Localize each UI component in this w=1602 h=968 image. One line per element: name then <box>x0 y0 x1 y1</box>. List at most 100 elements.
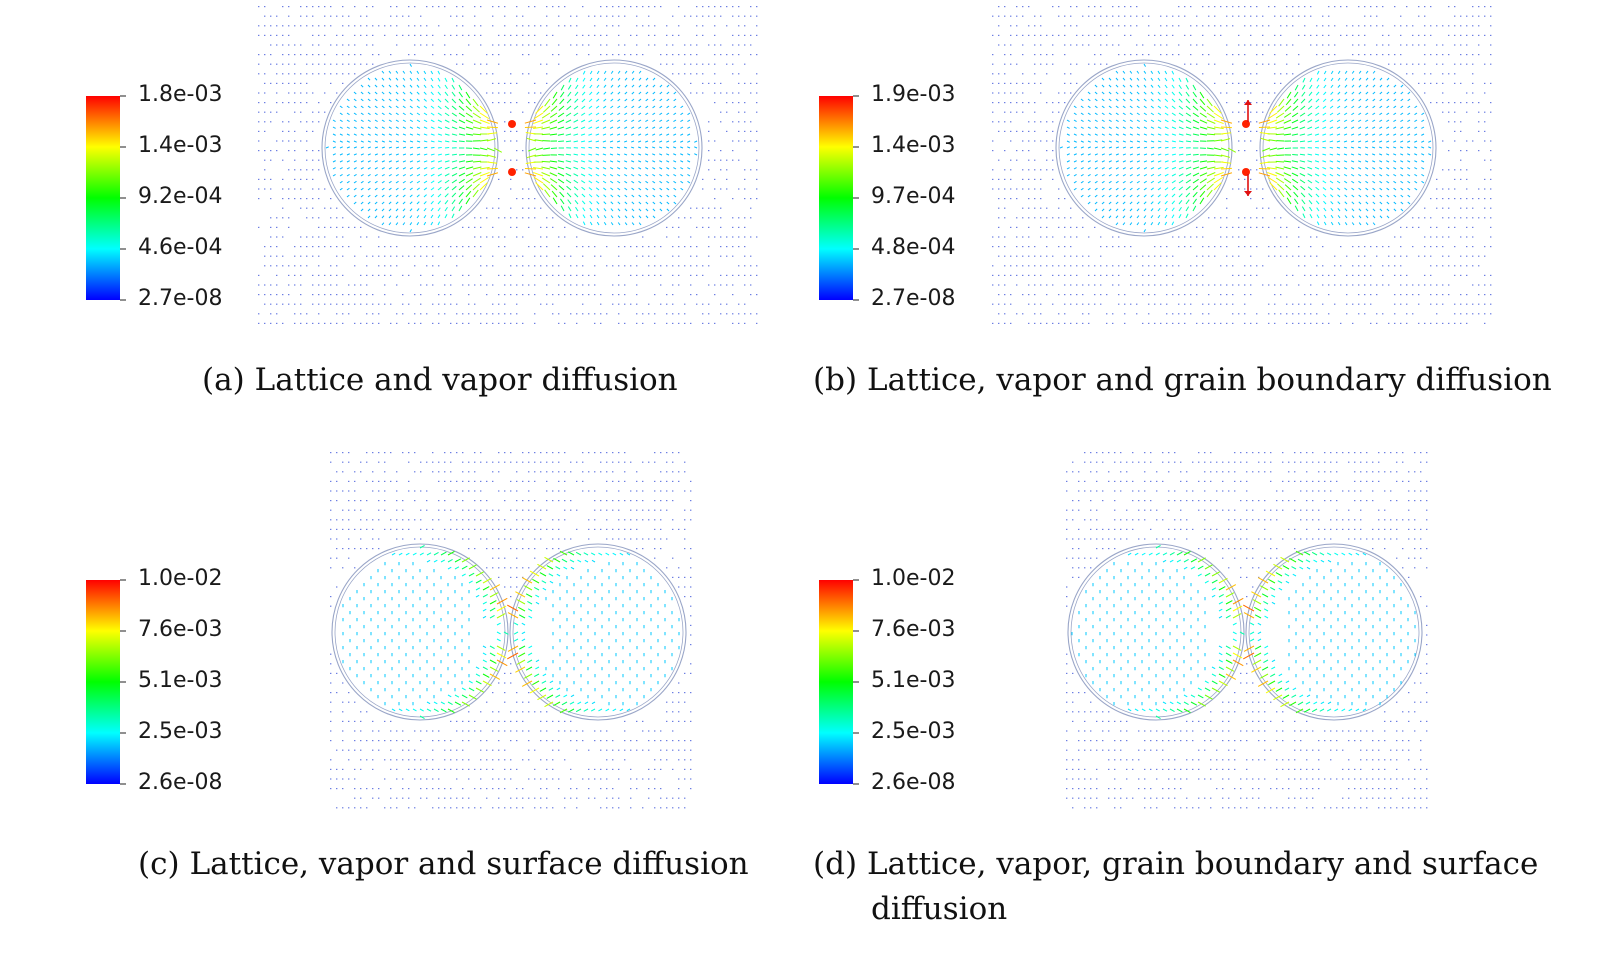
vector-arrow <box>360 133 364 136</box>
vector-arrow <box>673 112 677 116</box>
grid-point <box>732 255 734 257</box>
grid-point <box>546 294 548 296</box>
grid-point <box>270 313 272 315</box>
grid-point <box>288 198 290 200</box>
grid-point <box>414 255 416 257</box>
grid-point <box>342 73 344 75</box>
vector-arrow <box>680 119 684 123</box>
grid-point <box>558 25 560 27</box>
grid-point <box>414 54 416 56</box>
grid-point <box>348 44 350 46</box>
vector-arrow <box>458 91 463 98</box>
grid-point <box>504 294 506 296</box>
grid-point <box>270 294 272 296</box>
vector-arrow <box>430 70 434 75</box>
vector-arrow <box>567 84 572 90</box>
grid-point <box>708 284 710 286</box>
grid-point <box>678 274 680 276</box>
grid-point <box>330 322 332 324</box>
vector-arrow <box>395 105 399 109</box>
grid-point <box>720 313 722 315</box>
vector-arrow <box>388 91 392 95</box>
grid-point <box>342 217 344 219</box>
grid-point <box>324 54 326 56</box>
grid-point <box>330 265 332 267</box>
vector-arrow <box>423 70 427 75</box>
grid-point <box>276 92 278 94</box>
grid-point <box>468 284 470 286</box>
vector-arrow <box>402 153 407 156</box>
grid-point <box>732 73 734 75</box>
grid-point <box>408 34 410 36</box>
grid-point <box>750 6 752 8</box>
vector-arrow <box>680 126 684 129</box>
vector-arrow <box>444 133 450 136</box>
vector-arrow <box>558 105 565 111</box>
grid-point <box>504 25 506 27</box>
grid-point <box>534 198 536 200</box>
grid-point <box>306 178 308 180</box>
vector-arrow <box>374 77 378 81</box>
grid-point <box>726 274 728 276</box>
grid-point <box>378 265 380 267</box>
grid-point <box>756 25 758 27</box>
vector-arrow <box>353 153 357 156</box>
grid-point <box>576 44 578 46</box>
grid-point <box>456 313 458 315</box>
grid-point <box>324 92 326 94</box>
grid-point <box>288 15 290 17</box>
grid-point <box>366 6 368 8</box>
grid-point <box>276 265 278 267</box>
vector-arrow <box>624 84 628 88</box>
grid-point <box>738 274 740 276</box>
grid-point <box>468 44 470 46</box>
grid-point <box>528 54 530 56</box>
grid-point <box>534 82 536 84</box>
grid-point <box>288 34 290 36</box>
grid-point <box>540 265 542 267</box>
grid-point <box>636 265 638 267</box>
grid-point <box>522 265 524 267</box>
grid-point <box>714 92 716 94</box>
vector-arrow <box>541 126 551 130</box>
grid-point <box>588 294 590 296</box>
vector-arrow <box>486 119 499 124</box>
vector-arrow <box>652 112 656 116</box>
grid-point <box>492 284 494 286</box>
grid-point <box>312 236 314 238</box>
grid-point <box>732 198 734 200</box>
vector-arrow <box>609 119 614 123</box>
vector-arrow <box>402 70 406 74</box>
grid-point <box>756 178 758 180</box>
grid-point <box>306 82 308 84</box>
grid-point <box>582 274 584 276</box>
vector-arrow <box>645 105 649 109</box>
grid-point <box>342 82 344 84</box>
grid-point <box>504 246 506 248</box>
grid-point <box>678 34 680 36</box>
grid-point <box>534 322 536 324</box>
vector-arrow <box>402 146 407 149</box>
grid-point <box>360 303 362 305</box>
vector-arrow <box>346 133 350 136</box>
grid-point <box>396 6 398 8</box>
vector-arrow <box>596 77 600 82</box>
vector-arrow <box>528 147 537 152</box>
grid-point <box>342 34 344 36</box>
vector-arrow <box>465 160 474 163</box>
grid-point <box>576 54 578 56</box>
grid-point <box>612 284 614 286</box>
grid-point <box>504 284 506 286</box>
grid-point <box>546 34 548 36</box>
vector-arrow <box>687 146 691 149</box>
vector-arrow <box>645 112 649 116</box>
grid-point <box>480 63 482 65</box>
grid-point <box>690 284 692 286</box>
grid-point <box>672 294 674 296</box>
grid-point <box>522 73 524 75</box>
vector-arrow <box>638 91 642 95</box>
grid-point <box>690 44 692 46</box>
vector-arrow <box>549 119 558 124</box>
vector-arrow <box>374 98 378 102</box>
vector-arrow <box>603 84 607 88</box>
